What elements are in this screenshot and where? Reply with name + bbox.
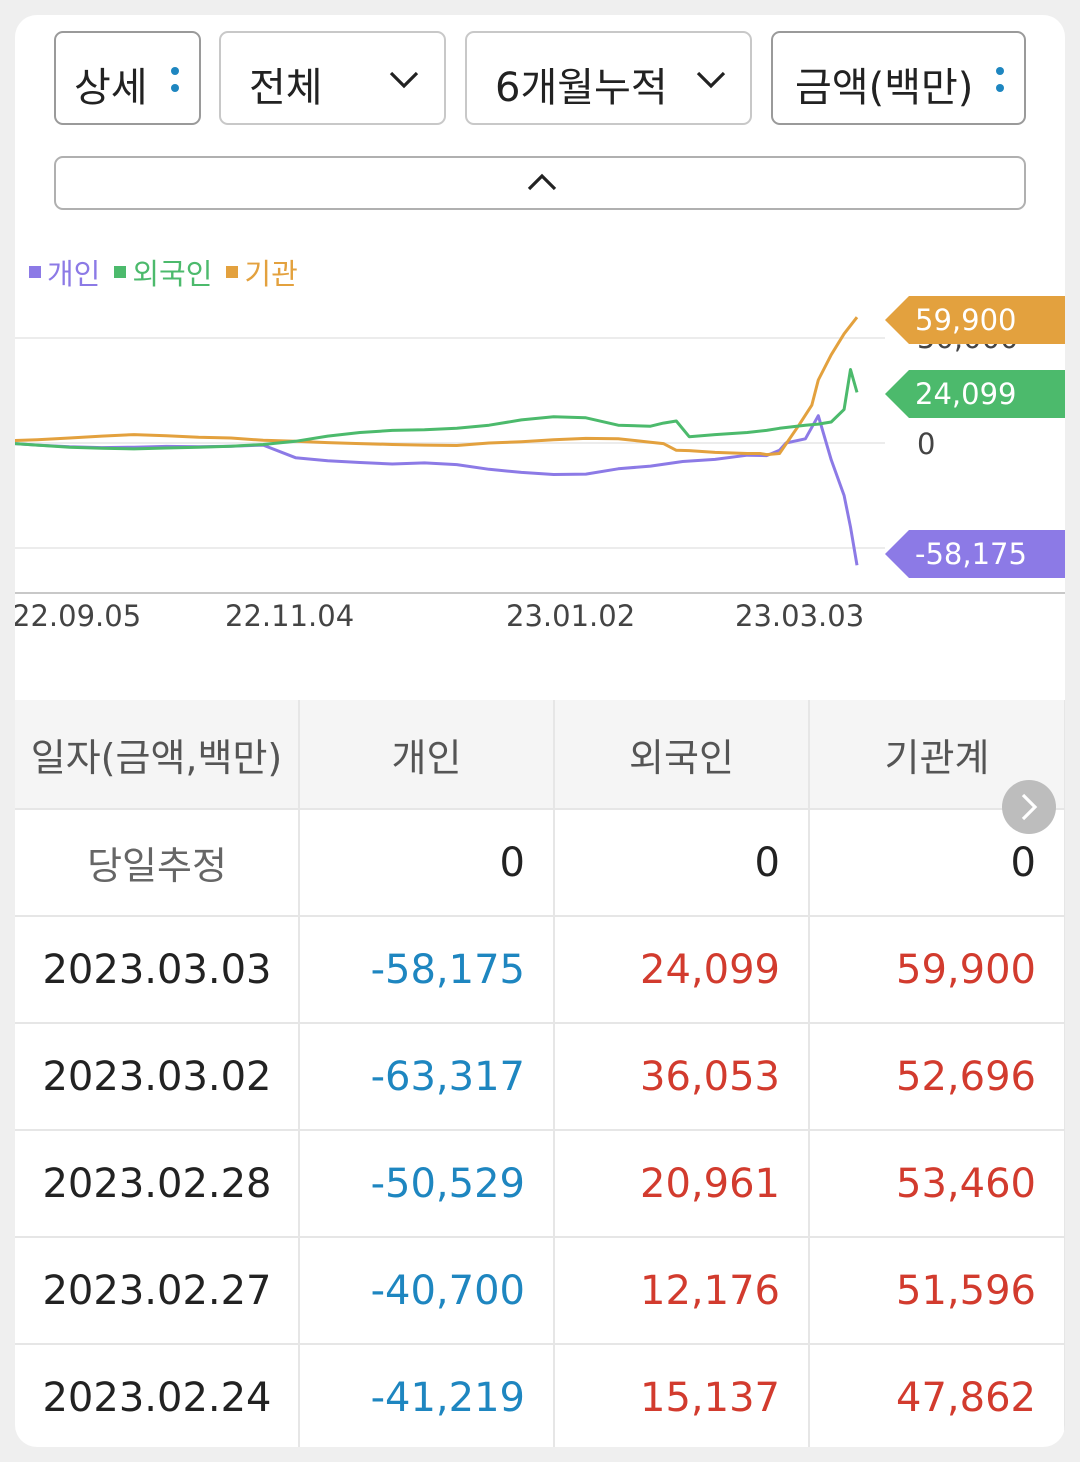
cell-individual: -63,317: [299, 1023, 555, 1131]
cell-individual: 0: [299, 809, 555, 917]
collapse-chart-button[interactable]: [54, 156, 1026, 210]
cell-date: 2023.02.27: [15, 1237, 300, 1345]
column-header-individual[interactable]: 개인: [299, 700, 555, 810]
filter-bar: 상세 전체 6개월누적 금액(백만): [15, 31, 1065, 129]
series-value-tag-institution: 59,900: [885, 296, 1065, 344]
cell-foreign: 24,099: [554, 916, 810, 1024]
column-header-foreign[interactable]: 외국인: [554, 700, 810, 810]
cell-institution: 0: [809, 809, 1065, 917]
investor-table: 일자(금액,백만) 개인 외국인 기관계 당일추정 0 0 0 2023.03.…: [15, 700, 1065, 1447]
chevron-up-icon: [527, 173, 557, 191]
vertical-dots-icon: [996, 67, 1004, 92]
x-tick-label: 22.09.05: [15, 599, 142, 633]
legend-item-foreign: 외국인: [114, 251, 212, 293]
vertical-dots-icon: [171, 67, 179, 92]
cell-individual: -50,529: [299, 1130, 555, 1238]
cell-date: 2023.03.02: [15, 1023, 300, 1131]
cell-institution: 59,900: [809, 916, 1065, 1024]
cell-individual: -41,219: [299, 1344, 555, 1447]
cell-institution: 52,696: [809, 1023, 1065, 1131]
legend-label: 기관: [244, 257, 298, 291]
cell-foreign: 20,961: [554, 1130, 810, 1238]
tag-text: -58,175: [915, 537, 1027, 571]
view-select[interactable]: 상세: [54, 31, 201, 125]
cell-foreign: 0: [554, 809, 810, 917]
investor-dropdown-label: 전체: [249, 65, 323, 111]
cell-date: 2023.02.24: [15, 1344, 300, 1447]
legend-item-individual: 개인: [29, 251, 100, 293]
cell-foreign: 12,176: [554, 1237, 810, 1345]
series-line-individual: [15, 414, 859, 566]
view-select-label: 상세: [74, 65, 148, 111]
period-dropdown[interactable]: 6개월누적: [465, 31, 752, 125]
cell-individual: -40,700: [299, 1237, 555, 1345]
legend-label: 개인: [47, 257, 101, 291]
cell-institution: 51,596: [809, 1237, 1065, 1345]
unit-select-label: 금액(백만): [795, 65, 974, 111]
tag-text: 24,099: [915, 377, 1017, 411]
chart-legend: 개인 외국인 기관: [29, 251, 298, 293]
cell-individual: -58,175: [299, 916, 555, 1024]
table-row: 2023.02.27 -40,700 12,176 51,596: [15, 1237, 1065, 1345]
cell-foreign: 15,137: [554, 1344, 810, 1447]
cell-date: 2023.03.03: [15, 916, 300, 1024]
table-row: 2023.02.24 -41,219 15,137 47,862: [15, 1344, 1065, 1447]
investor-dropdown[interactable]: 전체: [219, 31, 446, 125]
chevron-down-icon: [696, 71, 726, 89]
period-dropdown-label: 6개월누적: [495, 65, 668, 111]
legend-swatch: [29, 266, 41, 278]
series-line-institution: [15, 316, 859, 457]
x-tick-label: 23.03.03: [735, 599, 865, 633]
table-header-row: 일자(금액,백만) 개인 외국인 기관계: [15, 700, 1065, 810]
chevron-down-icon: [389, 71, 419, 89]
legend-item-institution: 기관: [226, 251, 298, 293]
scroll-right-button[interactable]: [1002, 780, 1056, 834]
x-tick-label: 23.01.02: [506, 599, 636, 633]
legend-swatch: [226, 266, 239, 278]
table-row: 2023.03.02 -63,317 36,053 52,696: [15, 1023, 1065, 1131]
cell-date: 당일추정: [15, 809, 300, 917]
x-tick-label: 22.11.04: [225, 599, 355, 633]
investor-trend-card: 상세 전체 6개월누적 금액(백만): [15, 15, 1065, 1447]
legend-swatch: [114, 266, 127, 278]
series-value-tag-individual: -58,175: [885, 530, 1065, 578]
table-row: 2023.02.28 -50,529 20,961 53,460: [15, 1130, 1065, 1238]
chevron-right-icon: [1021, 793, 1038, 821]
series-value-tag-foreign: 24,099: [885, 370, 1065, 418]
table-row: 당일추정 0 0 0: [15, 809, 1065, 917]
tag-text: 59,900: [915, 303, 1017, 337]
cell-foreign: 36,053: [554, 1023, 810, 1131]
unit-select[interactable]: 금액(백만): [771, 31, 1026, 125]
y-tick-label-zero: 0: [917, 427, 936, 461]
cell-institution: 47,862: [809, 1344, 1065, 1447]
table-row: 2023.03.03 -58,175 24,099 59,900: [15, 916, 1065, 1024]
cell-date: 2023.02.28: [15, 1130, 300, 1238]
series-line-foreign: [15, 368, 859, 451]
column-header-date[interactable]: 일자(금액,백만): [15, 700, 300, 810]
legend-label: 외국인: [132, 257, 213, 291]
cell-institution: 53,460: [809, 1130, 1065, 1238]
